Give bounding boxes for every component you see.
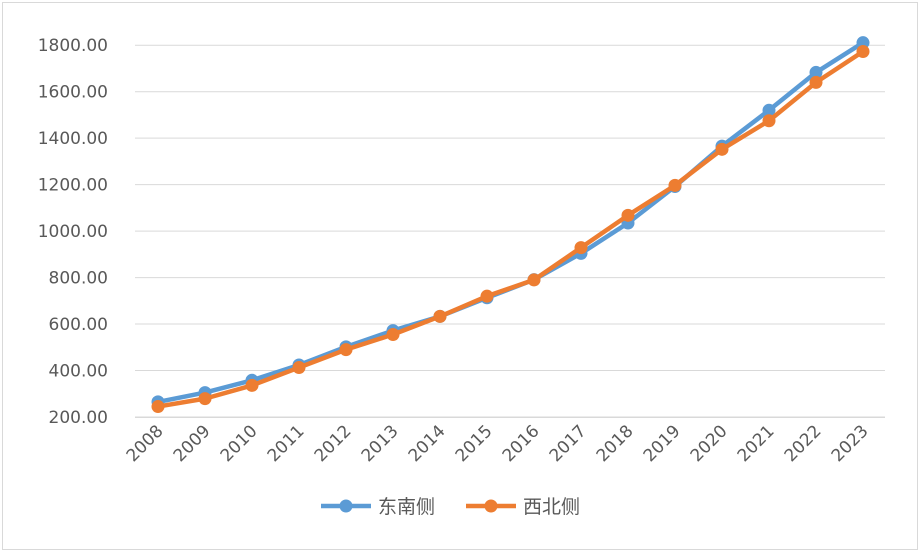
x-tick-label: 2023 [828, 421, 873, 466]
y-tick-label: 400.00 [49, 362, 108, 382]
data-point [386, 328, 400, 342]
data-point [762, 103, 776, 117]
x-tick-label: 2016 [499, 421, 544, 466]
data-point [809, 75, 823, 89]
series-lines [151, 36, 870, 414]
y-tick-label: 1000.00 [38, 222, 108, 242]
data-point [480, 289, 494, 303]
y-tick-label: 1600.00 [38, 83, 108, 103]
legend-item: 东南侧 [321, 496, 435, 518]
x-tick-label: 2012 [311, 421, 356, 466]
x-tick-label: 2018 [593, 421, 638, 466]
x-tick-label: 2009 [170, 421, 215, 466]
data-point [151, 400, 165, 414]
data-point [715, 142, 729, 156]
series-2 [151, 45, 870, 414]
x-tick-label: 2019 [640, 421, 685, 466]
legend-label: 东南侧 [378, 496, 435, 518]
x-tick-label: 2010 [217, 421, 262, 466]
data-point [433, 309, 447, 323]
x-tick-label: 2022 [781, 421, 826, 466]
legend-swatch-marker [339, 499, 353, 513]
legend-label: 西北侧 [523, 496, 580, 518]
legend-swatch-marker [484, 499, 498, 513]
x-tick-label: 2008 [123, 421, 168, 466]
data-point [339, 343, 353, 357]
data-point [621, 208, 635, 222]
data-point [574, 241, 588, 255]
data-point [762, 114, 776, 128]
x-tick-label: 2011 [264, 421, 309, 466]
data-point [668, 178, 682, 192]
y-tick-label: 200.00 [49, 408, 108, 428]
x-tick-label: 2014 [405, 421, 450, 466]
y-axis-tick-labels: 200.00 400.00 600.00 800.00 1000.00 1200.00 14… [38, 36, 108, 428]
y-tick-label: 600.00 [49, 315, 108, 335]
gridlines [135, 44, 885, 418]
data-point [809, 65, 823, 79]
legend: 东南侧 西北侧 [321, 496, 580, 518]
x-tick-label: 2015 [452, 421, 497, 466]
x-tick-label: 2013 [358, 421, 403, 466]
x-axis-tick-labels: 2008 2009 2010 2011 2012 2013 2014 2015 2016 2017… [123, 421, 873, 466]
legend-item: 西北侧 [466, 496, 580, 518]
data-point [856, 45, 870, 59]
series-line [157, 49, 865, 409]
data-point [198, 392, 212, 406]
data-point [292, 361, 306, 375]
x-tick-label: 2020 [687, 421, 732, 466]
data-point [527, 273, 541, 287]
y-tick-label: 1800.00 [38, 36, 108, 56]
x-tick-label: 2017 [546, 421, 591, 466]
y-tick-label: 800.00 [49, 269, 108, 289]
data-point [245, 378, 259, 392]
series-line [157, 40, 865, 405]
y-tick-label: 1400.00 [38, 129, 108, 149]
x-tick-label: 2021 [734, 421, 779, 466]
y-tick-label: 1200.00 [38, 176, 108, 196]
